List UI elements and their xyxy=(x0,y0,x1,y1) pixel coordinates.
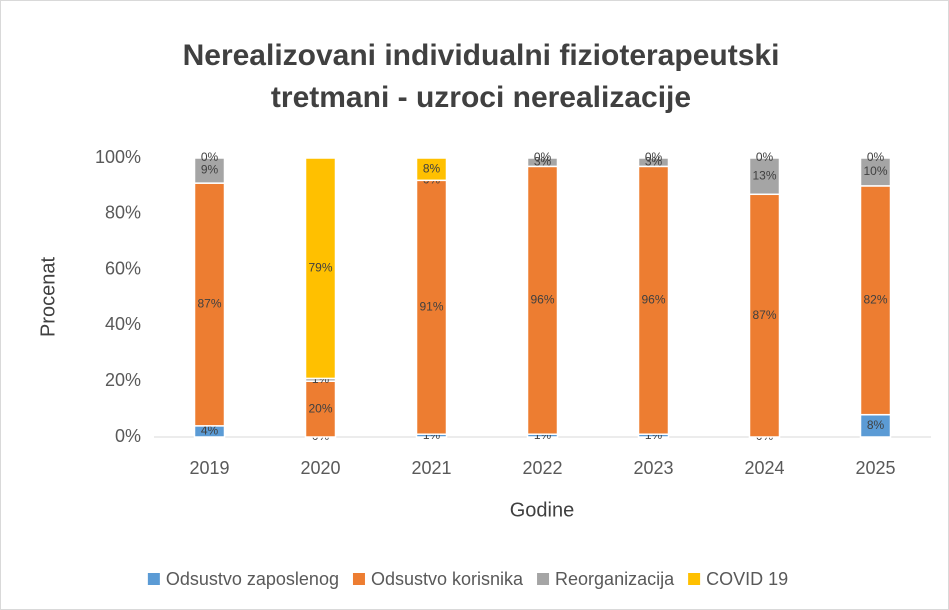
data-label: 0% xyxy=(867,150,885,164)
data-label: 9% xyxy=(201,163,219,177)
x-tick-label: 2020 xyxy=(300,458,340,478)
y-tick-label: 100% xyxy=(95,147,141,167)
data-label: 79% xyxy=(308,260,332,274)
data-label: 0% xyxy=(534,150,552,164)
bar-segment xyxy=(415,157,448,182)
bar-segment xyxy=(193,157,226,184)
y-tick-label: 20% xyxy=(105,370,141,390)
legend-swatch xyxy=(537,573,550,585)
data-label: 4% xyxy=(201,424,219,438)
chart-title: Nerealizovani individualni fizioterapeut… xyxy=(182,39,780,114)
data-label: 82% xyxy=(863,292,887,306)
legend-label: COVID 19 xyxy=(706,569,788,589)
data-label: 96% xyxy=(641,292,665,306)
y-tick-label: 40% xyxy=(105,314,141,334)
legend-swatch xyxy=(688,573,701,585)
x-tick-label: 2025 xyxy=(855,458,895,478)
bar-segment xyxy=(748,157,781,196)
legend-swatch xyxy=(352,573,365,585)
data-label: 87% xyxy=(752,308,776,322)
data-label: 8% xyxy=(423,161,441,175)
bar-segment xyxy=(637,157,670,168)
x-tick-label: 2024 xyxy=(744,458,784,478)
data-label: 8% xyxy=(867,418,885,432)
bar-segment xyxy=(415,179,448,435)
y-tick-label: 80% xyxy=(105,203,141,223)
data-label: 0% xyxy=(645,150,663,164)
y-axis-label: Procenat xyxy=(37,257,59,337)
data-label: 0% xyxy=(201,150,219,164)
y-tick-label: 0% xyxy=(115,426,141,446)
bar-segment xyxy=(304,157,337,380)
legend-swatch xyxy=(147,573,160,585)
legend-label: Odsustvo zaposlenog xyxy=(166,569,339,589)
data-label: 3% xyxy=(645,154,663,168)
bar-segment xyxy=(859,157,892,187)
data-label: 96% xyxy=(530,292,554,306)
x-tick-label: 2023 xyxy=(633,458,673,478)
x-tick-label: 2022 xyxy=(522,458,562,478)
x-tick-label: 2021 xyxy=(411,458,451,478)
bar-segment xyxy=(526,157,559,168)
x-axis-label: Godine xyxy=(510,499,575,521)
data-label: 91% xyxy=(419,299,443,313)
data-label: 0% xyxy=(756,150,774,164)
data-label: 13% xyxy=(752,168,776,182)
data-label: 10% xyxy=(863,164,887,178)
bar-segment xyxy=(193,182,226,427)
legend-label: Odsustvo korisnika xyxy=(371,569,524,589)
data-label: 3% xyxy=(534,154,552,168)
data-label: 87% xyxy=(197,297,221,311)
x-tick-label: 2019 xyxy=(189,458,229,478)
data-label: 20% xyxy=(308,401,332,415)
y-tick-label: 60% xyxy=(105,258,141,278)
legend-label: Reorganizacija xyxy=(555,569,675,589)
